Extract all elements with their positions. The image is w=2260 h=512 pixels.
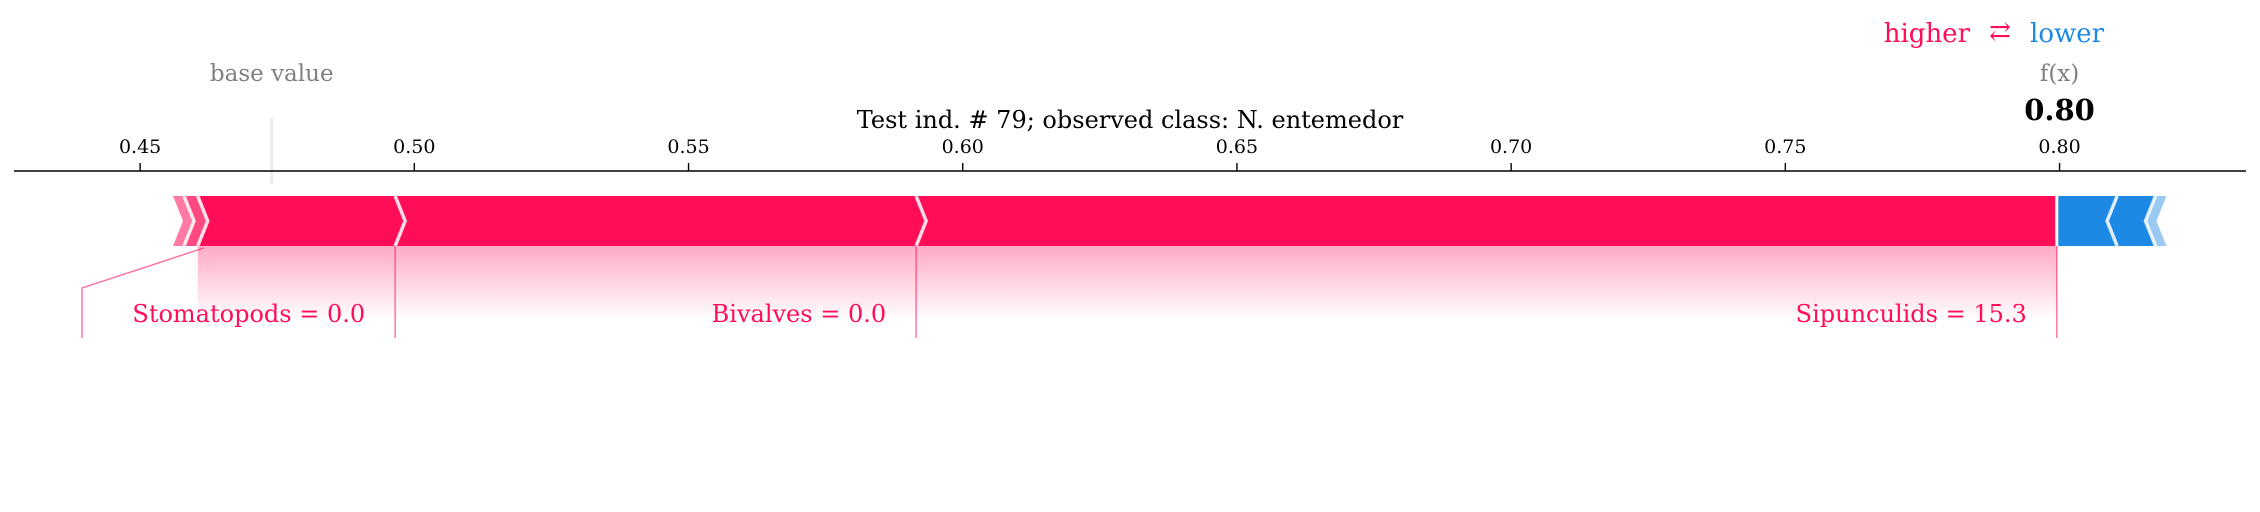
segment-divider	[2143, 195, 2158, 247]
segment-divider	[196, 195, 210, 247]
fx-label: f(x)	[2040, 61, 2079, 87]
legend-higher: higher	[1884, 19, 1971, 49]
segment-divider	[393, 195, 408, 247]
positive-bar-segment	[395, 196, 927, 246]
feature-labels: Stomatopods = 0.0 Bivalves = 0.0 Sipunculi…	[132, 300, 2026, 328]
segment-divider	[914, 195, 929, 247]
legend-arrow-icon: ⇄	[1989, 17, 2011, 47]
positive-bar-segment	[197, 196, 406, 246]
x-tick-label: 0.65	[1216, 136, 1258, 158]
label-shade	[197, 246, 396, 320]
x-tick-label: 0.80	[2038, 136, 2080, 158]
label-shade	[916, 246, 2057, 320]
x-tick-label: 0.70	[1490, 136, 1532, 158]
positive-bar-segment	[916, 196, 2057, 246]
fx-value: 0.80	[2024, 93, 2095, 127]
label-shade	[395, 246, 917, 320]
label-guide-line	[81, 247, 204, 338]
x-tick-label: 0.45	[119, 136, 161, 158]
x-tick-label: 0.75	[1764, 136, 1806, 158]
feature-label: Sipunculids = 15.3	[1796, 300, 2027, 328]
x-axis-ticks: 0.45 0.50 0.55 0.60 0.65 0.70 0.75 0.80	[119, 136, 2081, 171]
base-value-label: base value	[210, 61, 334, 87]
label-guides	[81, 246, 2058, 338]
negative-bar-segment	[2056, 196, 2118, 246]
segment-divider	[182, 195, 196, 247]
force-bars	[173, 195, 2167, 247]
x-tick-label: 0.50	[393, 136, 435, 158]
feature-label: Bivalves = 0.0	[712, 300, 886, 328]
negative-bar-segment	[2107, 196, 2156, 246]
x-tick-label: 0.55	[667, 136, 709, 158]
x-tick-label: 0.60	[942, 136, 984, 158]
feature-label: Stomatopods = 0.0	[132, 300, 365, 328]
chart-title: Test ind. # 79; observed class: N. entem…	[857, 106, 1404, 134]
segment-divider	[2105, 195, 2119, 247]
legend-lower: lower	[2030, 19, 2105, 49]
